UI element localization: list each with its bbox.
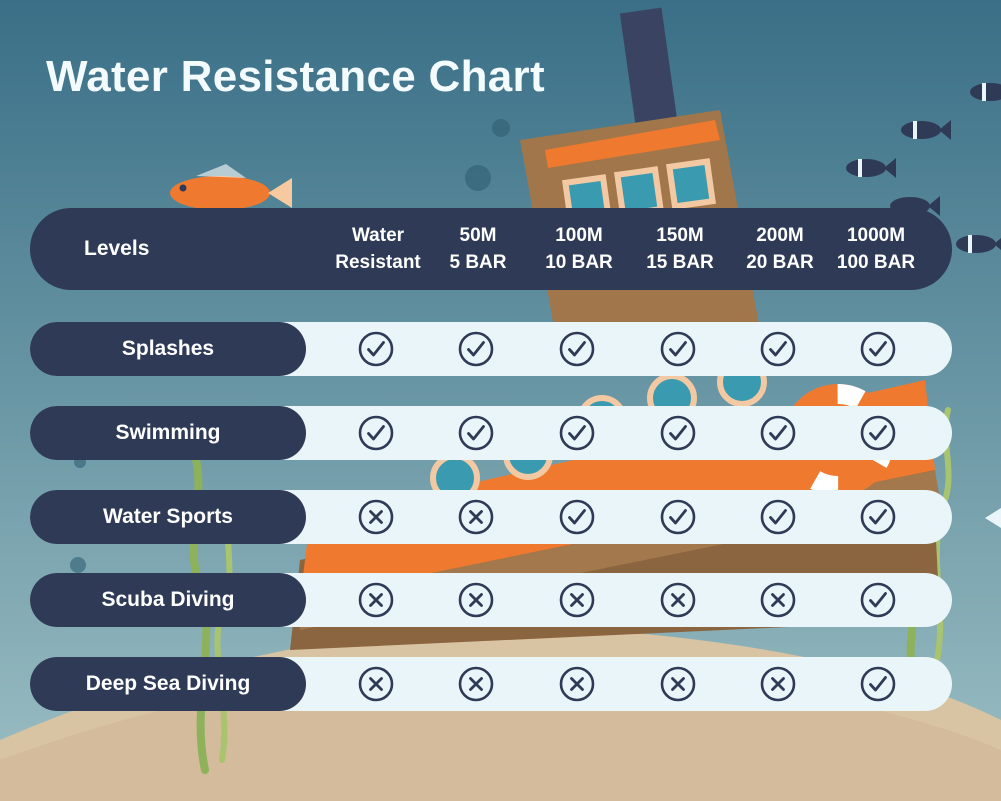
column-header-200m: 200M 20 BAR (728, 222, 832, 276)
check-icon (559, 499, 595, 535)
cross-icon (559, 666, 595, 702)
row-label: Swimming (30, 406, 306, 460)
check-icon (860, 582, 896, 618)
orange-fish (170, 164, 292, 210)
check-icon (358, 415, 394, 451)
levels-header: Levels (84, 237, 150, 260)
cross-icon (660, 582, 696, 618)
table-row: Water Sports (30, 490, 952, 544)
column-header-line: 10 BAR (545, 252, 613, 273)
check-icon (760, 499, 796, 535)
check-icon (860, 415, 896, 451)
row-label: Water Sports (30, 490, 306, 544)
table-header: Levels Water Resistant 50M 5 BAR 100M 10… (30, 208, 952, 290)
check-icon (860, 666, 896, 702)
cross-icon (358, 582, 394, 618)
bubble (465, 165, 491, 191)
check-icon (559, 331, 595, 367)
check-icon (660, 415, 696, 451)
column-header-50m: 50M 5 BAR (426, 222, 530, 276)
row-label-text: Deep Sea Diving (85, 672, 251, 695)
check-icon (760, 415, 796, 451)
column-header-line: 150M (656, 225, 704, 246)
column-header-water-resistant: Water Resistant (326, 222, 430, 276)
column-header-line: 20 BAR (746, 252, 814, 273)
cross-icon (760, 666, 796, 702)
check-icon (660, 331, 696, 367)
check-icon (458, 415, 494, 451)
bubble (492, 119, 510, 137)
cross-icon (458, 666, 494, 702)
column-header-line: 15 BAR (646, 252, 714, 273)
check-icon (760, 331, 796, 367)
cross-icon (358, 499, 394, 535)
cross-icon (760, 582, 796, 618)
chart-title: Water Resistance Chart (46, 52, 545, 101)
row-label-text: Swimming (115, 421, 221, 444)
cross-icon (358, 666, 394, 702)
column-header-100m: 100M 10 BAR (527, 222, 631, 276)
cross-icon (559, 582, 595, 618)
check-icon (860, 331, 896, 367)
check-icon (458, 331, 494, 367)
check-icon (559, 415, 595, 451)
cross-icon (660, 666, 696, 702)
table-row: Scuba Diving (30, 573, 952, 627)
row-label: Splashes (30, 322, 306, 376)
check-icon (860, 499, 896, 535)
table-row: Swimming (30, 406, 952, 460)
cross-icon (458, 499, 494, 535)
bubble (70, 557, 86, 573)
table-row: Deep Sea Diving (30, 657, 952, 711)
column-header-line: 50M (459, 225, 497, 246)
column-header-line: 200M (756, 225, 804, 246)
column-header-line: 100 BAR (836, 252, 916, 273)
column-header-150m: 150M 15 BAR (628, 222, 732, 276)
row-label-text: Scuba Diving (101, 588, 235, 611)
check-icon (660, 499, 696, 535)
cross-icon (458, 582, 494, 618)
row-label: Deep Sea Diving (30, 657, 306, 711)
column-header-line: Water (351, 225, 405, 246)
bubbles (70, 119, 510, 573)
row-label: Scuba Diving (30, 573, 306, 627)
fish-school (846, 83, 1001, 528)
column-header-line: 100M (555, 225, 603, 246)
row-label-text: Splashes (121, 337, 215, 360)
column-header-line: 5 BAR (449, 252, 507, 273)
column-header-line: Resistant (335, 252, 421, 273)
column-header-line: 1000M (846, 225, 906, 246)
row-label-text: Water Sports (103, 505, 233, 528)
table-row: Splashes (30, 322, 952, 376)
column-header-1000m: 1000M 100 BAR (824, 222, 928, 276)
check-icon (358, 331, 394, 367)
